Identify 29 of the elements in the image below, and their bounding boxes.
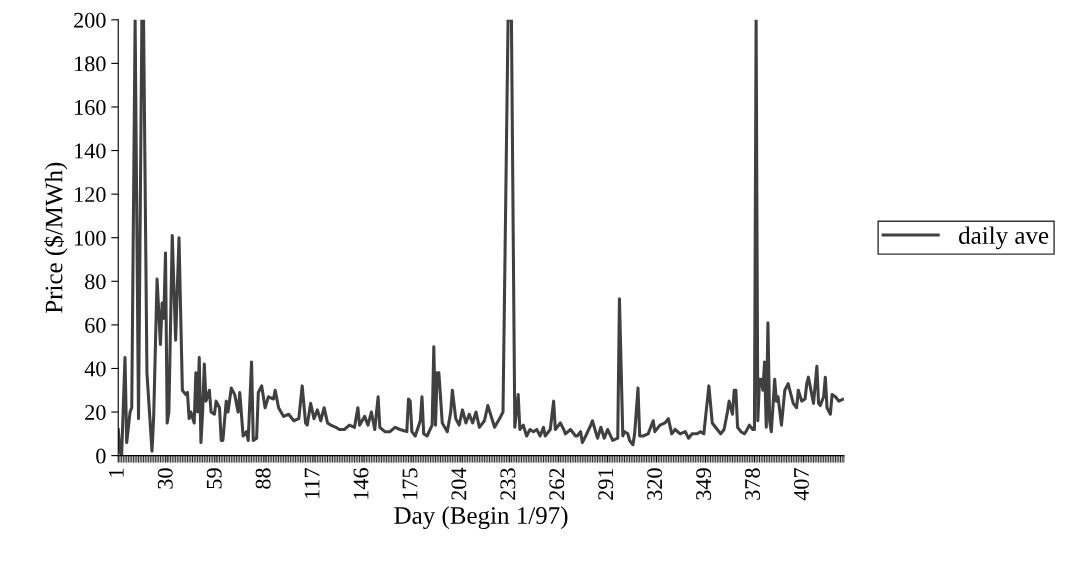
y-tick-label: 140 [75,143,106,159]
y-tick-label: 160 [75,99,106,115]
x-tick-label: 1 [108,468,124,477]
y-tick-label: 80 [85,274,106,290]
x-tick-label: 291 [598,468,614,500]
y-axis-title: Price ($/MWh) [44,162,68,314]
x-tick-label: 407 [793,468,809,501]
x-tick-label: 146 [353,468,369,499]
y-tick-label: 100 [75,230,106,246]
y-tick-label: 20 [85,404,106,420]
x-tick-label: 175 [402,468,418,499]
x-tick-label: 204 [451,467,467,500]
x-tick-label: 30 [157,468,173,489]
x-tick-label: 320 [647,468,663,500]
x-tick-label: 378 [745,468,760,500]
x-tick-label: 349 [696,468,712,500]
x-tick-label: 117 [304,468,320,498]
x-tick-label: 262 [549,468,565,500]
y-tick-label: 120 [75,187,106,203]
x-axis-title: Day (Begin 1/97) [394,506,568,530]
y-tick-label: 40 [84,361,106,377]
x-tick-label: 88 [255,468,271,489]
x-tick-label: 59 [206,468,222,489]
y-tick-label: 0 [96,448,106,464]
x-tick-label: 233 [500,468,516,500]
y-tick-label: 180 [75,56,106,72]
y-tick-label: 200 [74,12,106,28]
y-tick-label: 60 [85,317,106,333]
legend-label: daily ave [959,226,1049,250]
